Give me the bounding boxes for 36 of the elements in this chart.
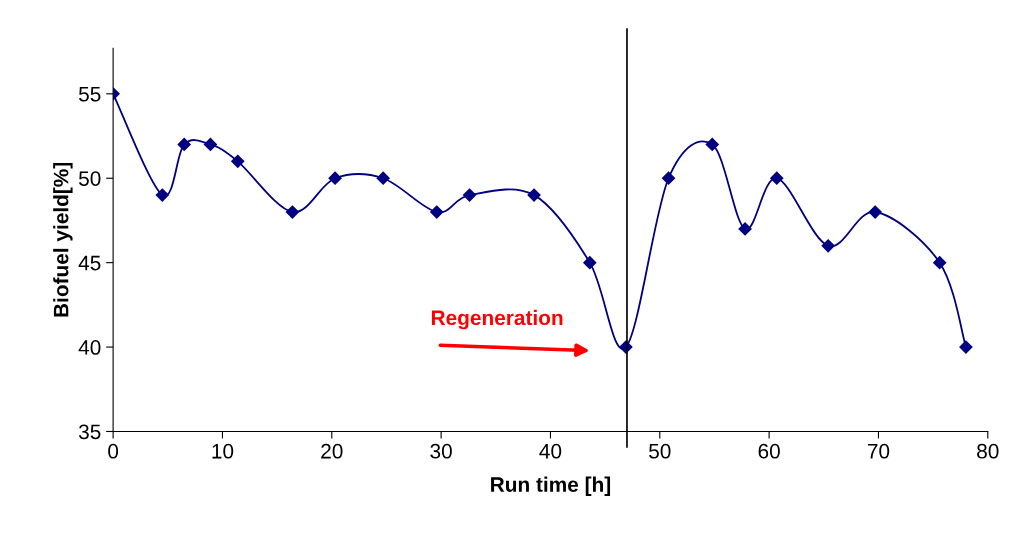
y-axis-title: Biofuel yield[%] — [53, 162, 73, 317]
point — [583, 256, 597, 270]
x-tick-label: 0 — [108, 443, 119, 459]
point — [705, 137, 719, 152]
point — [203, 137, 218, 152]
point — [933, 256, 947, 270]
point — [328, 171, 342, 185]
point — [527, 188, 541, 202]
y-tick-label: 35 — [78, 424, 101, 440]
point — [430, 205, 444, 219]
point — [376, 171, 390, 185]
y-tick-label: 55 — [78, 87, 101, 102]
x-tick-label: 60 — [758, 443, 780, 459]
point — [177, 137, 191, 152]
point — [285, 205, 300, 219]
x-tick-label: 20 — [321, 443, 343, 459]
x-tick-label: 30 — [430, 443, 452, 459]
point — [738, 222, 752, 236]
point — [231, 154, 245, 168]
point — [959, 340, 973, 354]
point — [462, 188, 477, 202]
point — [770, 171, 784, 185]
point — [661, 171, 676, 185]
x-tick-label: 50 — [649, 443, 671, 459]
point — [155, 188, 169, 202]
x-axis-title: Run time [h] — [491, 476, 611, 497]
annotation: Regeneration — [431, 309, 563, 330]
x-tick-label: 40 — [539, 443, 562, 459]
x-tick-label: 70 — [867, 443, 890, 459]
x-tick-label: 80 — [977, 443, 999, 459]
y-tick-label: 45 — [78, 255, 101, 271]
x-tick-label: 10 — [212, 443, 234, 459]
y-tick-label: 50 — [78, 171, 101, 186]
point — [868, 205, 882, 219]
point — [821, 239, 835, 253]
y-tick-label: 40 — [78, 340, 101, 355]
